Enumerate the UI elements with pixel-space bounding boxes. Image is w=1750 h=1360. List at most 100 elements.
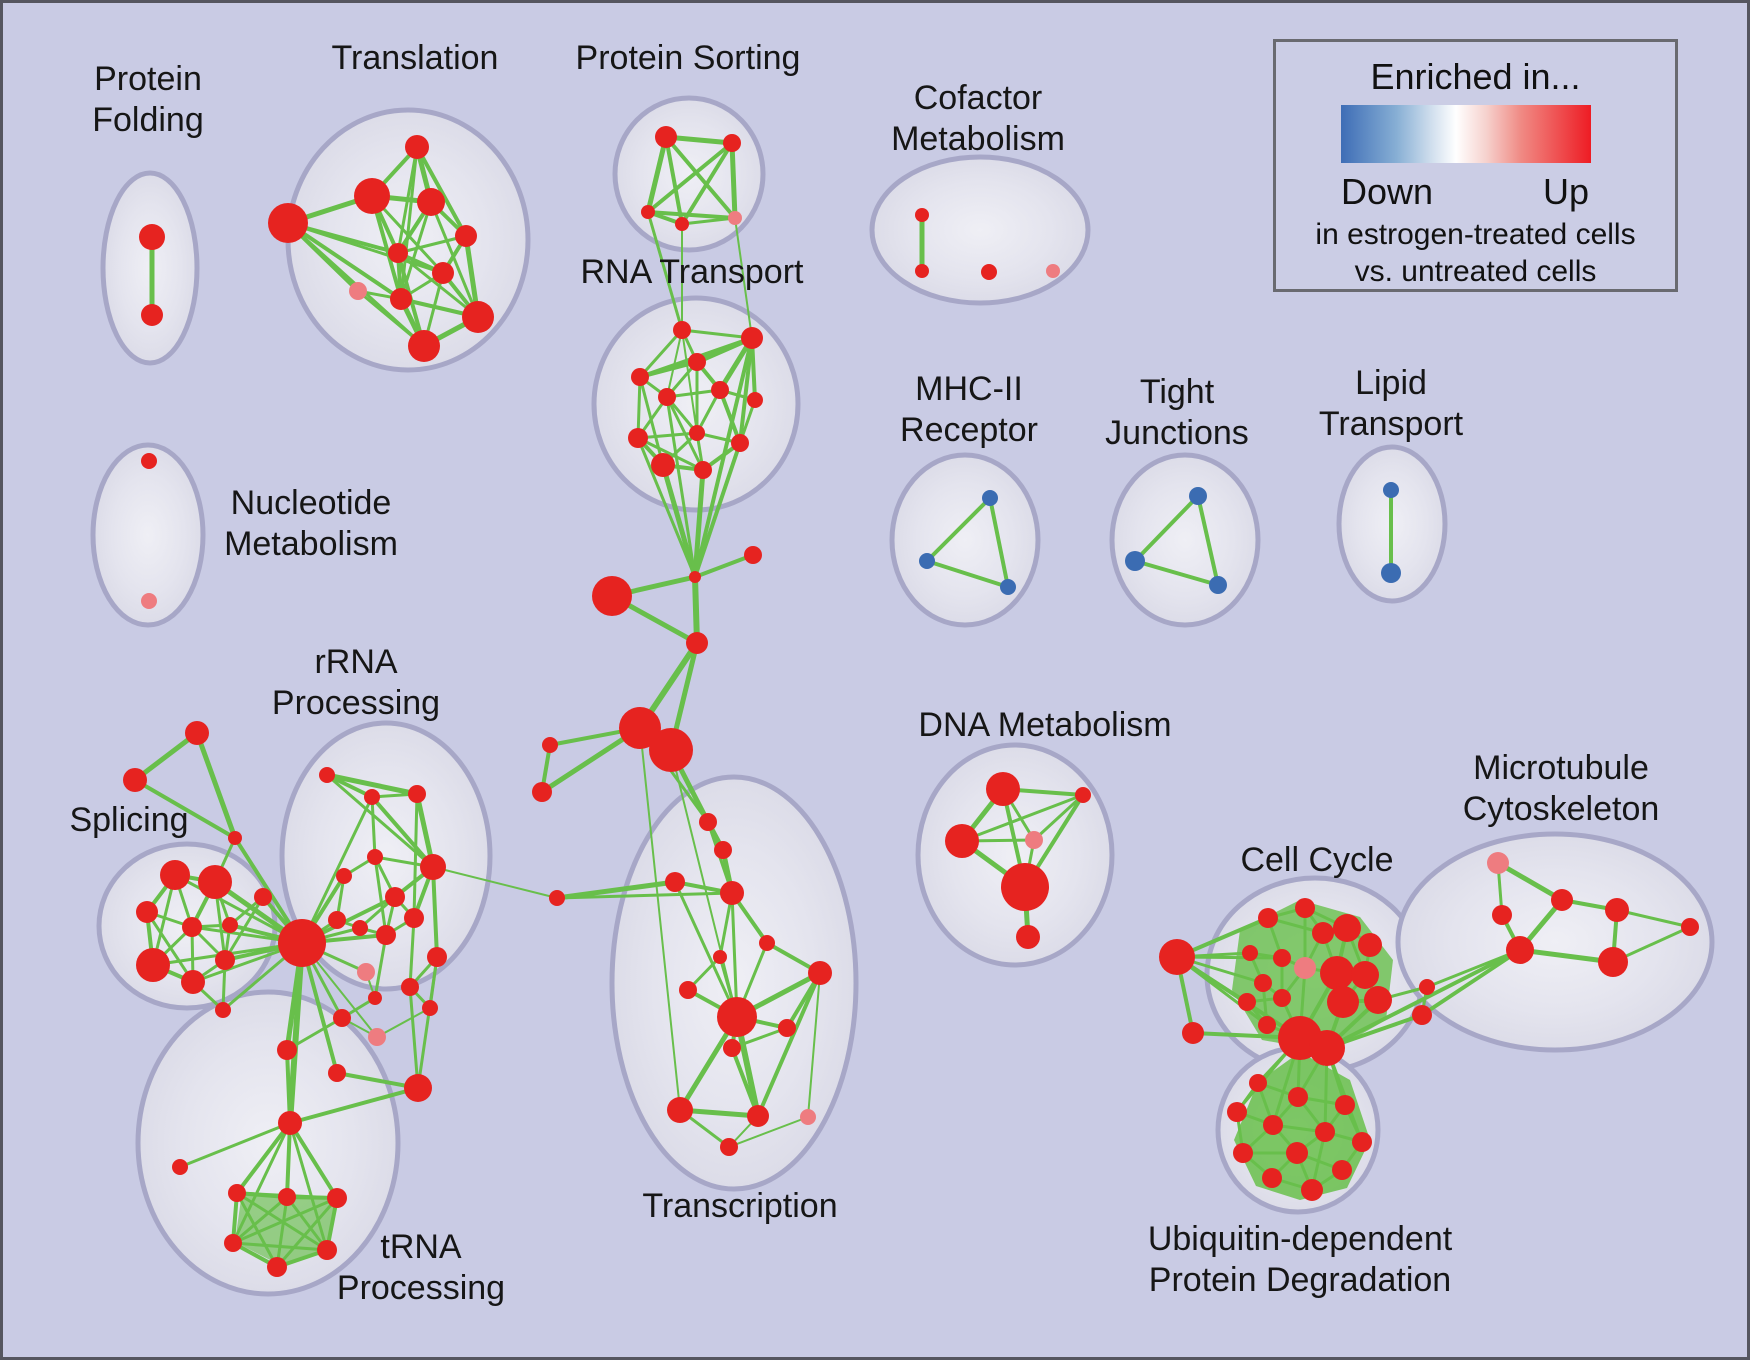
network-edge bbox=[408, 985, 420, 1090]
node-tj1 bbox=[1189, 487, 1207, 505]
node-r9 bbox=[328, 911, 346, 929]
node-r5 bbox=[420, 854, 446, 880]
network-edge bbox=[300, 795, 374, 945]
cluster-label-transcription: Transcription bbox=[642, 1187, 837, 1225]
network-edge bbox=[1325, 948, 1522, 1050]
cluster-label-ubiquitin-degradation: Protein Degradation bbox=[1149, 1261, 1451, 1299]
node-rt4 bbox=[688, 353, 706, 371]
network-edge bbox=[925, 496, 992, 563]
node-ps4 bbox=[675, 217, 689, 231]
network-edge bbox=[286, 221, 403, 301]
node-d5 bbox=[1001, 863, 1049, 911]
node-r7 bbox=[254, 888, 272, 906]
node-u11 bbox=[1262, 1168, 1282, 1188]
node-rt2 bbox=[741, 327, 763, 349]
node-lp2 bbox=[1381, 563, 1401, 583]
node-nu1 bbox=[141, 453, 157, 469]
node-cc19 bbox=[1412, 1005, 1432, 1025]
cluster-ellipse-protein-sorting bbox=[612, 95, 766, 253]
network-edge bbox=[223, 895, 265, 962]
network-edge bbox=[408, 916, 416, 989]
network-edge bbox=[1495, 860, 1565, 903]
node-mt5 bbox=[1681, 918, 1699, 936]
cluster-label-microtubule-cytoskeleton: Microtubule bbox=[1473, 749, 1649, 787]
cluster-label-mhc-ii-receptor: MHC-II bbox=[915, 370, 1023, 408]
node-d2 bbox=[1075, 787, 1091, 803]
node-d4 bbox=[1025, 831, 1043, 849]
node-x2 bbox=[427, 947, 447, 967]
node-ccp bbox=[1294, 957, 1316, 979]
node-cc18 bbox=[1419, 979, 1435, 995]
node-sp2 bbox=[198, 865, 232, 899]
node-ccl bbox=[1159, 939, 1195, 975]
network-edge bbox=[680, 141, 734, 226]
network-edge bbox=[194, 730, 238, 841]
network-edge bbox=[960, 793, 1085, 843]
node-u12 bbox=[1301, 1179, 1323, 1201]
node-rp1 bbox=[357, 963, 375, 981]
node-tl bbox=[172, 1159, 188, 1175]
node-sp6 bbox=[136, 948, 170, 982]
node-ps5 bbox=[728, 211, 742, 225]
node-t1 bbox=[405, 135, 429, 159]
cluster-label-rrna-processing: rRNA bbox=[314, 643, 397, 681]
node-rt6 bbox=[711, 381, 729, 399]
network-edge bbox=[638, 360, 699, 379]
network-edge bbox=[285, 1121, 292, 1199]
network-edge bbox=[730, 891, 739, 1019]
node-c14 bbox=[720, 1138, 738, 1156]
node-sp5 bbox=[222, 917, 238, 933]
network-edge bbox=[1133, 559, 1220, 587]
network-edge bbox=[738, 336, 754, 445]
node-u2 bbox=[1288, 1087, 1308, 1107]
node-u5 bbox=[1263, 1115, 1283, 1135]
node-tj2 bbox=[1125, 551, 1145, 571]
node-d6 bbox=[1016, 925, 1040, 949]
node-tr4 bbox=[224, 1234, 242, 1252]
network-edge bbox=[287, 940, 305, 1126]
network-edge bbox=[1615, 908, 1692, 929]
network-edge bbox=[692, 574, 700, 646]
node-sp9 bbox=[215, 1002, 231, 1018]
network-edge bbox=[730, 1046, 760, 1118]
node-u7 bbox=[1352, 1132, 1372, 1152]
node-r11 bbox=[352, 920, 368, 936]
node-ps1 bbox=[655, 126, 677, 148]
node-x8 bbox=[404, 1074, 432, 1102]
network-edge bbox=[1175, 955, 1269, 1027]
node-c13 bbox=[747, 1105, 769, 1127]
network-edge bbox=[231, 1195, 289, 1245]
node-r8 bbox=[385, 887, 405, 907]
node-mt3 bbox=[1506, 936, 1534, 964]
network-edge bbox=[729, 140, 738, 221]
node-cc2 bbox=[1295, 898, 1315, 918]
node-cc11 bbox=[1238, 993, 1256, 1011]
network-edge bbox=[665, 395, 697, 579]
cluster-label-cofactor-metabolism: Cofactor bbox=[914, 79, 1043, 117]
network-edge bbox=[680, 216, 737, 226]
cluster-ellipse-microtubule-cytoskeleton bbox=[1395, 831, 1715, 1053]
cluster-label-rna-transport: RNA Transport bbox=[581, 253, 805, 291]
legend-down-label: Down bbox=[1341, 171, 1434, 212]
node-h1 bbox=[689, 571, 701, 583]
network-edge bbox=[288, 1121, 339, 1200]
node-cc3 bbox=[1312, 922, 1334, 944]
node-tr3 bbox=[327, 1188, 347, 1208]
network-edge bbox=[231, 1241, 329, 1252]
cluster-label-mhc-ii-receptor: Receptor bbox=[900, 411, 1038, 449]
cluster-ellipse-cofactor-metabolism bbox=[869, 154, 1091, 306]
network-edge bbox=[730, 1026, 789, 1050]
node-d1 bbox=[986, 772, 1020, 806]
node-t10 bbox=[462, 301, 494, 333]
network-edge bbox=[677, 1107, 761, 1119]
network-edge bbox=[1196, 494, 1220, 587]
node-t2 bbox=[354, 178, 390, 214]
network-edge bbox=[132, 730, 200, 783]
network-edge bbox=[373, 933, 388, 1000]
node-r3 bbox=[408, 785, 426, 803]
node-u8 bbox=[1233, 1143, 1253, 1163]
cluster-label-microtubule-cytoskeleton: Cytoskeleton bbox=[1463, 790, 1660, 828]
node-t11 bbox=[408, 330, 440, 362]
